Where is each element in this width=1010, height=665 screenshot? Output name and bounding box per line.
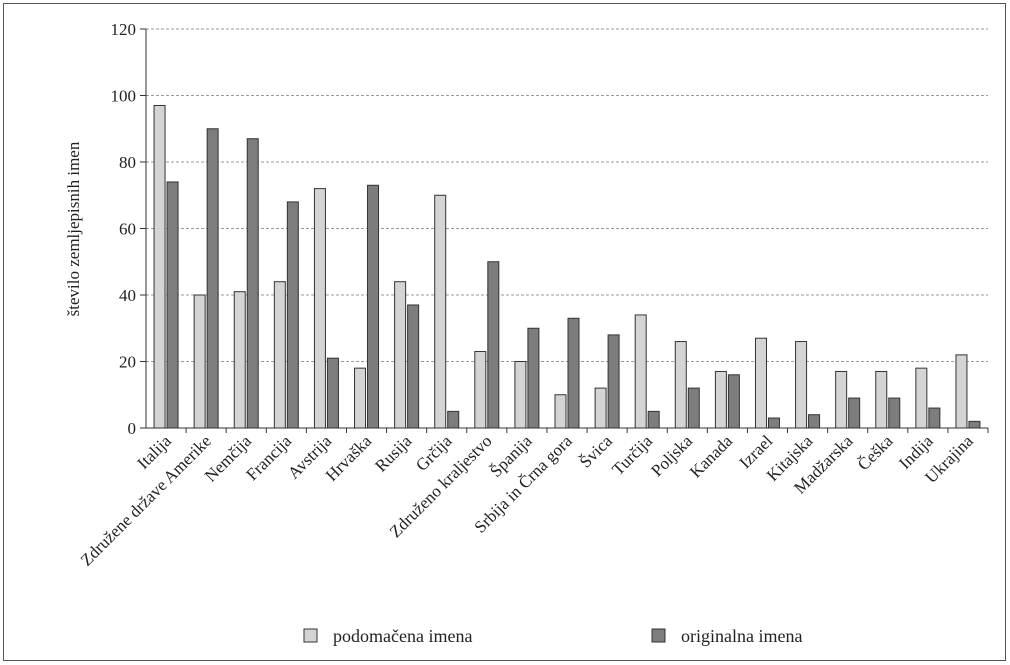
bar-originalna [888, 397, 901, 429]
bar-podomacena [674, 341, 687, 429]
gridlines [146, 28, 988, 362]
bar-originalna [848, 397, 861, 429]
y-tick-label: 120 [111, 20, 137, 39]
y-axis-title: število zemljepisnih imen [64, 141, 83, 316]
bar-originalna [487, 261, 500, 429]
bar-originalna [166, 181, 179, 429]
bar-podomacena [835, 370, 848, 429]
bar-originalna [567, 317, 580, 429]
y-tick-label: 60 [119, 220, 136, 239]
category-label: Francija [242, 431, 295, 484]
bar-originalna [647, 410, 660, 429]
bar-podomacena [594, 387, 607, 429]
y-tick-label: 20 [119, 353, 136, 372]
bar-originalna [206, 128, 219, 429]
category-label: Kanada [686, 431, 736, 481]
bar-podomacena [153, 104, 166, 429]
y-tick-label: 100 [111, 87, 137, 106]
y-tick-label: 0 [128, 419, 137, 438]
bar-originalna [246, 138, 259, 429]
bar-podomacena [754, 337, 767, 429]
legend: podomačena imena originalna imena [303, 626, 802, 646]
bar-originalna [767, 417, 780, 429]
category-label: Hrvaška [322, 431, 376, 485]
bar-podomacena [394, 281, 407, 429]
y-tick-label: 40 [119, 286, 136, 305]
category-label: Poljska [647, 431, 696, 480]
axes [140, 28, 989, 433]
bar-podomacena [955, 354, 968, 429]
bar-podomacena [554, 394, 567, 429]
bar-originalna [407, 304, 420, 429]
bar-podomacena [354, 367, 367, 429]
category-label: Češka [854, 431, 897, 474]
category-label: Turčija [608, 431, 656, 479]
y-tick-label: 80 [119, 153, 136, 172]
bar-originalna [928, 407, 941, 429]
bar-podomacena [474, 351, 487, 429]
bar-originalna [527, 327, 540, 429]
bar-podomacena [915, 367, 928, 429]
bar-originalna [727, 374, 740, 429]
bar-originalna [607, 334, 620, 429]
bar-podomacena [514, 361, 527, 429]
bars [153, 104, 981, 429]
bar-podomacena [193, 294, 206, 429]
legend-label-originalna: originalna imena [681, 626, 802, 646]
legend-swatch-originalna [651, 628, 666, 643]
bar-podomacena [313, 188, 326, 429]
legend-label-podomacena: podomačena imena [333, 626, 472, 646]
bar-podomacena [273, 281, 286, 429]
bar-originalna [326, 357, 339, 429]
bar-podomacena [795, 341, 808, 429]
bar-podomacena [714, 370, 727, 429]
bar-originalna [447, 410, 460, 429]
legend-swatch-podomacena [303, 628, 318, 643]
chart-frame [3, 3, 1006, 661]
bar-originalna [968, 420, 981, 429]
bar-podomacena [634, 314, 647, 429]
bar-originalna [687, 387, 700, 429]
bar-podomacena [875, 370, 888, 429]
category-label: Rusija [371, 431, 415, 475]
bar-podomacena [434, 194, 447, 429]
bar-originalna [367, 184, 380, 429]
bar-originalna [286, 201, 299, 429]
bar-podomacena [233, 291, 246, 429]
bar-originalna [808, 414, 821, 429]
